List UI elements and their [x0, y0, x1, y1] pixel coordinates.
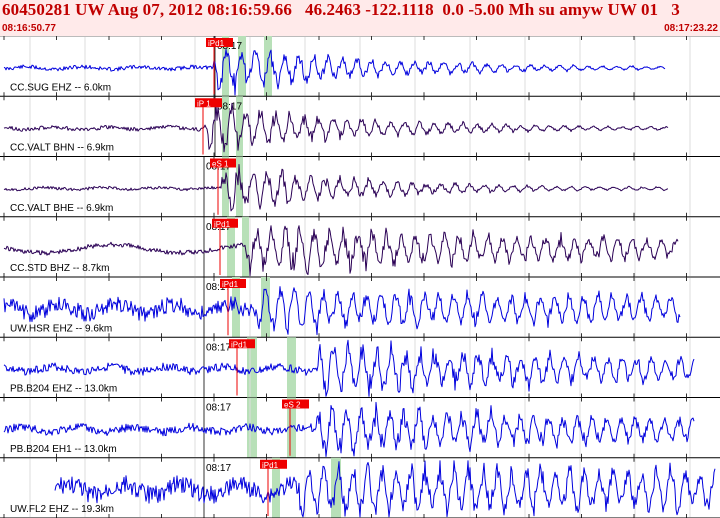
pick-window [232, 277, 240, 338]
pick-label: eS 1 [212, 160, 229, 169]
pick-label: iPd1 [214, 220, 231, 229]
trace-row[interactable]: 08:17 iPd1 PB.B204 EHZ -- 13.0km [0, 337, 720, 398]
pick-window [247, 337, 257, 398]
pick-flag[interactable] [260, 459, 287, 469]
pick-window [287, 397, 296, 458]
minute-label: 08:17 [217, 101, 242, 112]
station-label: CC.STD BHZ -- 8.7km [10, 263, 109, 274]
pick-window [222, 156, 229, 217]
pick-flag[interactable] [229, 339, 255, 349]
waveform [3, 286, 681, 336]
waveform [3, 102, 669, 153]
pick-window [247, 397, 257, 458]
waveform [3, 225, 679, 277]
start-time: 08:16:50.77 [2, 23, 56, 34]
station-label: CC.SUG EHZ -- 6.0km [10, 82, 111, 93]
minute-label: 08:17 [206, 463, 231, 474]
pick-flag[interactable] [206, 38, 233, 47]
pick-flag[interactable] [212, 218, 238, 228]
minute-label: 08:17 [206, 342, 231, 353]
pick-window [238, 36, 246, 97]
pick-window [222, 36, 229, 97]
pick-label: iPd1 [222, 280, 239, 289]
waveform [54, 460, 716, 518]
station-label: CC.VALT BHN -- 6.9km [10, 143, 114, 154]
pick-flag[interactable] [210, 158, 236, 168]
station-label: UW.FL2 EHZ -- 19.3km [10, 504, 114, 515]
pick-label: eS 2 [284, 401, 301, 410]
end-time: 08:17:23.22 [664, 23, 718, 34]
pick-flag[interactable] [282, 399, 309, 409]
minute-label: 08:17 [206, 403, 231, 414]
pick-label: iPd1 [208, 39, 225, 48]
pick-label: iPd1 [231, 340, 248, 349]
trace-row[interactable]: 08:17 iPd1 UW.FL2 EHZ -- 19.3km [0, 457, 720, 518]
event-header: 60450281 UW Aug 07, 2012 08:16:59.66 46.… [0, 0, 720, 37]
pick-flag[interactable] [195, 98, 222, 108]
pick-window [222, 96, 229, 157]
station-label: PB.B204 EH1 -- 13.0km [10, 444, 117, 455]
pick-label: iP 1 [197, 99, 211, 108]
trace-row[interactable]: 08:17iPd1CC.STD BHZ -- 8.7km [0, 216, 720, 278]
pick-window [272, 457, 280, 518]
trace-row[interactable]: 08:17 iP 1 CC.VALT BHN -- 6.9km [0, 96, 720, 157]
pick-label: iPd1 [262, 461, 279, 470]
waveform [3, 339, 695, 397]
event-title: 60450281 UW Aug 07, 2012 08:16:59.66 46.… [2, 0, 680, 19]
pick-window [236, 96, 243, 157]
minute-label: 08:17 [206, 282, 231, 293]
trace-row[interactable]: 08:17iPd1CC.SUG EHZ -- 6.0km [0, 36, 720, 97]
pick-flag[interactable] [220, 279, 246, 288]
station-label: CC.VALT BHE -- 6.9km [10, 203, 113, 214]
pick-window [331, 457, 341, 518]
pick-window [264, 36, 272, 97]
station-label: UW.HSR EHZ -- 9.6km [10, 323, 112, 334]
station-label: PB.B204 EHZ -- 13.0km [10, 384, 117, 395]
waveform [3, 164, 669, 212]
trace-row[interactable]: 08:17 eS 2 PB.B204 EH1 -- 13.0km [0, 397, 720, 459]
pick-window [261, 277, 270, 338]
pick-window [236, 156, 243, 217]
waveform [3, 401, 695, 457]
waveform [3, 48, 666, 96]
